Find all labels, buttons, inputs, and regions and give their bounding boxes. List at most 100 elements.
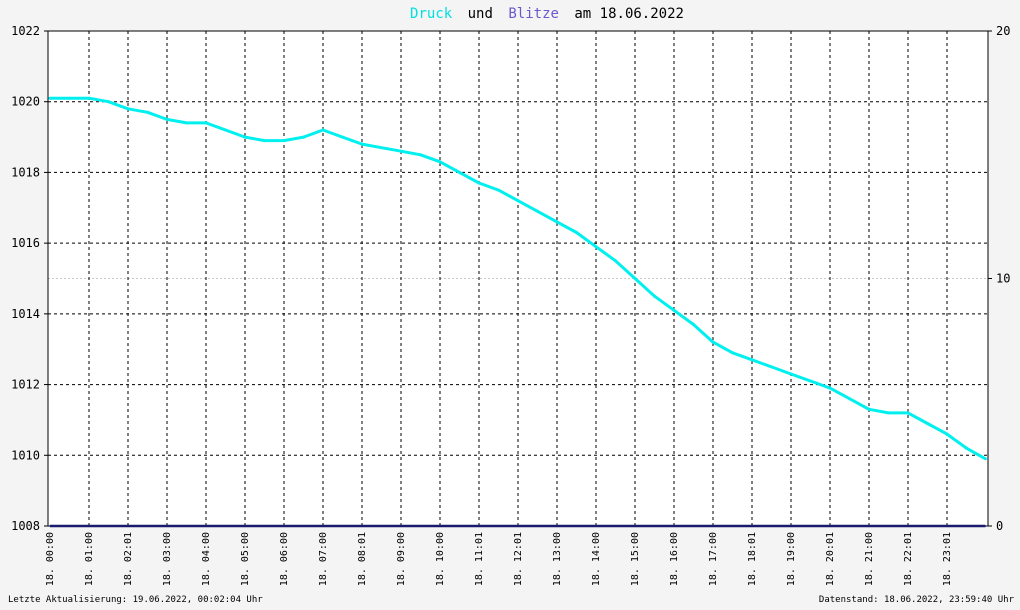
x-tick-label: 18. 07:00 bbox=[318, 532, 329, 586]
x-tick-label: 18. 20:01 bbox=[825, 532, 836, 586]
x-tick-label: 18. 22:01 bbox=[903, 532, 914, 586]
x-tick-label: 18. 17:00 bbox=[708, 532, 719, 586]
grid bbox=[47, 30, 989, 527]
data-point-druck bbox=[906, 411, 910, 415]
data-point-druck bbox=[360, 142, 364, 146]
data-point-druck bbox=[302, 135, 305, 139]
data-point-druck bbox=[848, 397, 851, 401]
data-point-druck bbox=[965, 446, 968, 450]
data-point-druck bbox=[575, 231, 578, 234]
y-axis-right-labels: 0 10 20 bbox=[988, 24, 1010, 533]
x-tick-label: 18. 09:00 bbox=[396, 532, 407, 586]
x-tick-label: 18. 18:01 bbox=[747, 532, 758, 586]
x-tick-label: 18. 00:00 bbox=[45, 532, 56, 586]
data-point-druck bbox=[126, 107, 130, 111]
x-tick-label: 18. 12:01 bbox=[513, 532, 524, 586]
chart-title: Druck und Blitze am 18.06.2022 bbox=[410, 6, 684, 22]
x-tick-label: 18. 15:00 bbox=[630, 532, 641, 586]
data-point-druck bbox=[48, 96, 52, 100]
data-point-druck bbox=[887, 411, 890, 415]
title-druck: Druck bbox=[410, 6, 453, 22]
x-tick-label: 18. 10:00 bbox=[435, 532, 446, 586]
data-point-druck bbox=[419, 153, 422, 157]
data-point-druck bbox=[789, 372, 793, 376]
data-point-blitze bbox=[984, 525, 987, 527]
data-point-druck bbox=[321, 128, 325, 132]
data-point-druck bbox=[809, 379, 812, 383]
y-left-tick-label: 1022 bbox=[11, 24, 40, 38]
x-tick-label: 18. 21:00 bbox=[864, 532, 875, 586]
data-point-druck bbox=[555, 220, 559, 224]
data-point-druck bbox=[282, 139, 286, 143]
y-left-tick-label: 1018 bbox=[11, 165, 40, 179]
data-point-druck bbox=[750, 358, 754, 362]
data-point-druck bbox=[87, 96, 91, 100]
x-tick-label: 18. 16:00 bbox=[669, 532, 680, 586]
data-point-druck bbox=[633, 277, 637, 280]
data-point-druck bbox=[711, 340, 715, 344]
y-left-tick-label: 1016 bbox=[11, 236, 40, 250]
x-tick-label: 18. 11:01 bbox=[474, 532, 485, 586]
y-right-tick-label: 0 bbox=[996, 519, 1003, 533]
data-point-druck bbox=[185, 121, 188, 125]
data-point-druck bbox=[770, 365, 773, 369]
data-point-druck bbox=[692, 323, 695, 326]
y-axis-left-labels: 1008 1010 1012 1014 1016 1018 1020 1022 bbox=[11, 24, 48, 533]
data-point-druck bbox=[243, 135, 247, 139]
data-point-druck bbox=[146, 110, 149, 114]
data-point-druck bbox=[438, 160, 442, 164]
x-tick-label: 18. 05:00 bbox=[240, 532, 251, 586]
data-point-druck bbox=[614, 259, 617, 263]
data-point-druck bbox=[224, 128, 227, 132]
data-point-druck bbox=[68, 96, 71, 100]
title-date: am 18.06.2022 bbox=[574, 6, 684, 22]
x-tick-label: 18. 13:00 bbox=[552, 532, 563, 586]
y-left-tick-label: 1010 bbox=[11, 448, 40, 462]
data-point-druck bbox=[165, 117, 169, 121]
data-point-druck bbox=[926, 422, 929, 425]
data-point-druck bbox=[983, 457, 987, 461]
footer-last-update: Letzte Aktualisierung: 19.06.2022, 00:02… bbox=[8, 595, 263, 605]
y-right-tick-label: 20 bbox=[996, 24, 1010, 38]
data-point-druck bbox=[594, 245, 598, 249]
title-blitze: Blitze bbox=[508, 6, 559, 22]
y-right-tick-label: 10 bbox=[996, 272, 1010, 286]
x-tick-label: 18. 23:01 bbox=[942, 532, 953, 586]
data-point-druck bbox=[536, 209, 539, 213]
data-point-druck bbox=[672, 308, 676, 312]
x-tick-label: 18. 01:00 bbox=[84, 532, 95, 586]
data-point-druck bbox=[107, 100, 110, 104]
data-point-druck bbox=[867, 407, 871, 411]
x-tick-label: 18. 03:00 bbox=[162, 532, 173, 586]
data-point-druck bbox=[341, 135, 344, 139]
data-point-druck bbox=[516, 199, 520, 203]
title-und: und bbox=[468, 6, 493, 22]
data-point-druck bbox=[263, 139, 266, 143]
x-tick-label: 18. 08:01 bbox=[357, 532, 368, 586]
x-axis-labels: 18. 00:00 18. 01:00 18. 02:01 18. 03:00 18. … bbox=[45, 532, 953, 586]
data-point-blitze bbox=[49, 525, 51, 527]
data-point-druck bbox=[204, 121, 208, 125]
y-left-tick-label: 1012 bbox=[11, 378, 40, 392]
data-point-druck bbox=[828, 386, 832, 390]
data-point-druck bbox=[653, 294, 656, 298]
series-layer bbox=[48, 96, 987, 528]
data-point-druck bbox=[731, 351, 734, 355]
data-point-druck bbox=[458, 170, 461, 174]
data-point-druck bbox=[380, 146, 383, 150]
y-left-tick-label: 1020 bbox=[11, 95, 40, 109]
data-point-druck bbox=[399, 149, 403, 153]
footer-data-status: Datenstand: 18.06.2022, 23:59:40 Uhr bbox=[819, 595, 1015, 605]
x-tick-label: 18. 19:00 bbox=[786, 532, 797, 586]
data-point-druck bbox=[497, 188, 500, 192]
y-left-tick-label: 1008 bbox=[11, 519, 40, 533]
x-tick-label: 18. 02:01 bbox=[123, 532, 134, 586]
data-point-druck bbox=[477, 181, 481, 185]
x-tick-label: 18. 06:00 bbox=[279, 532, 290, 586]
x-tick-label: 18. 04:00 bbox=[201, 532, 212, 586]
x-tick-label: 18. 14:00 bbox=[591, 532, 602, 586]
y-left-tick-label: 1014 bbox=[11, 307, 40, 321]
data-point-druck bbox=[945, 432, 949, 436]
